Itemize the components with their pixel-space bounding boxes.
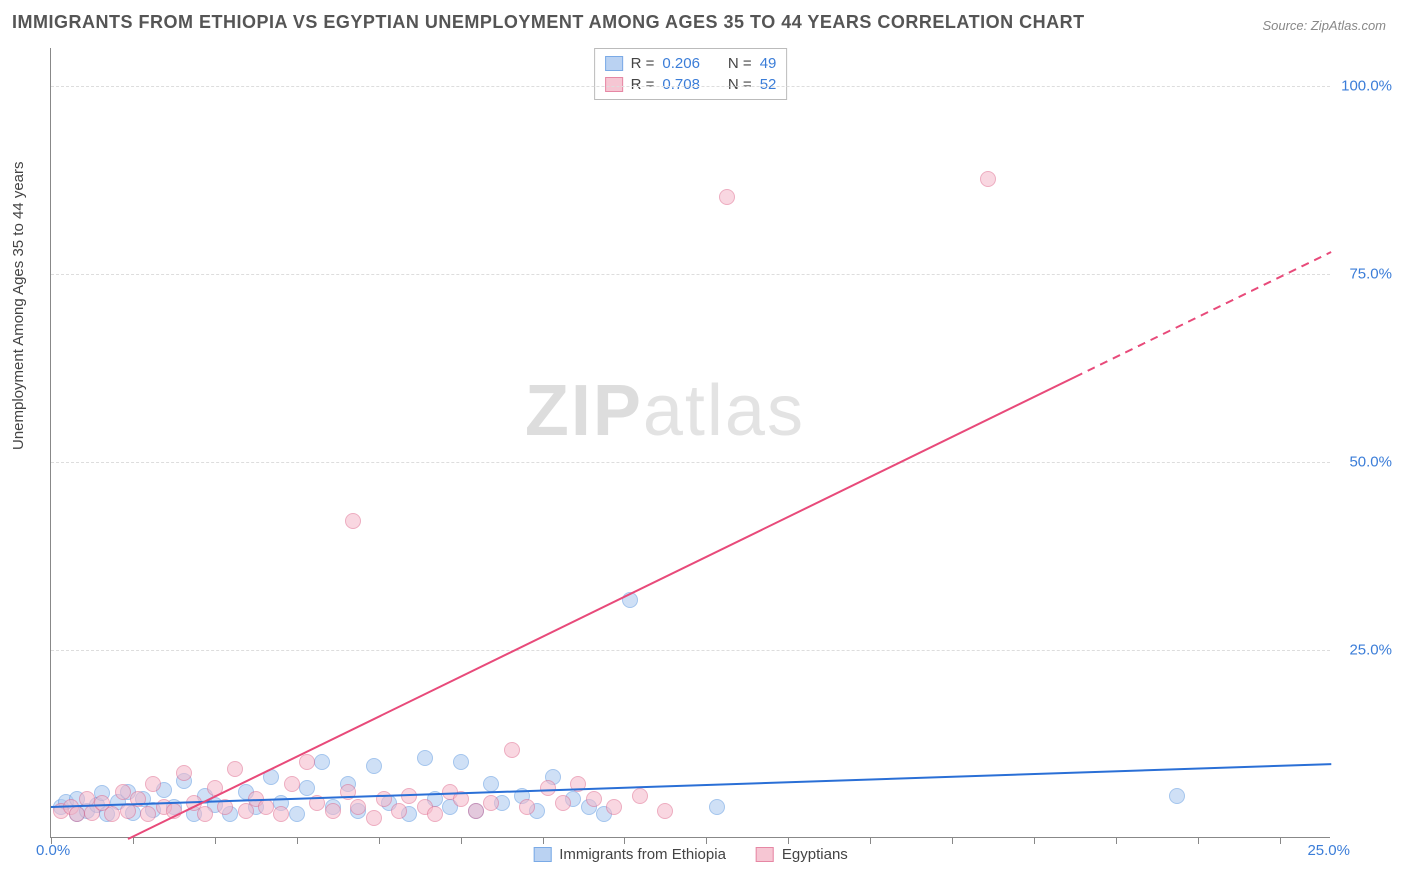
legend-stats-box: R = 0.206 N = 49 R = 0.708 N = 52 (594, 48, 788, 100)
x-tick (461, 837, 462, 844)
x-tick (297, 837, 298, 844)
data-point (366, 758, 382, 774)
n-value: 49 (760, 55, 777, 72)
r-value: 0.206 (662, 55, 700, 72)
x-tick (788, 837, 789, 844)
gridline-h (51, 650, 1330, 651)
data-point (709, 799, 725, 815)
legend-swatch (605, 56, 623, 71)
data-point (417, 750, 433, 766)
legend-label: Immigrants from Ethiopia (559, 846, 726, 863)
x-tick (133, 837, 134, 844)
data-point (1169, 788, 1185, 804)
data-point (227, 761, 243, 777)
x-axis-max-label: 25.0% (1307, 842, 1350, 859)
x-tick (1116, 837, 1117, 844)
legend-stats-row: R = 0.206 N = 49 (605, 53, 777, 74)
x-tick (1198, 837, 1199, 844)
data-point (483, 776, 499, 792)
data-point (325, 803, 341, 819)
y-tick-label: 75.0% (1349, 265, 1392, 282)
y-tick-label: 100.0% (1341, 77, 1392, 94)
gridline-h (51, 86, 1330, 87)
x-tick (379, 837, 380, 844)
y-axis-label: Unemployment Among Ages 35 to 44 years (10, 161, 27, 450)
x-tick (543, 837, 544, 844)
data-point (289, 806, 305, 822)
watermark-bold: ZIP (525, 371, 643, 451)
watermark-thin: atlas (643, 371, 805, 451)
x-tick (1034, 837, 1035, 844)
data-point (284, 776, 300, 792)
watermark: ZIPatlas (525, 370, 805, 452)
data-point (632, 788, 648, 804)
data-point (980, 171, 996, 187)
trend-line (1075, 251, 1332, 378)
r-label: R = (631, 55, 655, 72)
legend-swatch (533, 847, 551, 862)
data-point (145, 776, 161, 792)
gridline-h (51, 274, 1330, 275)
x-tick (706, 837, 707, 844)
x-axis-origin-label: 0.0% (36, 842, 70, 859)
data-point (104, 806, 120, 822)
legend-label: Egyptians (782, 846, 848, 863)
data-point (719, 189, 735, 205)
y-tick-label: 50.0% (1349, 453, 1392, 470)
data-point (606, 799, 622, 815)
legend-item: Immigrants from Ethiopia (533, 846, 726, 863)
data-point (483, 795, 499, 811)
x-tick (51, 837, 52, 844)
r-value: 0.708 (662, 76, 700, 93)
data-point (273, 806, 289, 822)
chart-title: IMMIGRANTS FROM ETHIOPIA VS EGYPTIAN UNE… (12, 12, 1085, 33)
gridline-h (51, 462, 1330, 463)
data-point (140, 806, 156, 822)
x-tick (952, 837, 953, 844)
data-point (299, 780, 315, 796)
x-tick (624, 837, 625, 844)
legend-item: Egyptians (756, 846, 848, 863)
data-point (350, 799, 366, 815)
data-point (345, 513, 361, 529)
legend-stats-row: R = 0.708 N = 52 (605, 74, 777, 95)
source-attribution: Source: ZipAtlas.com (1262, 18, 1386, 33)
plot-area: ZIPatlas R =0.206N =49R =0.708N =52 0.0%… (50, 48, 1330, 838)
legend-swatch (605, 77, 623, 92)
x-tick (1280, 837, 1281, 844)
data-point (69, 806, 85, 822)
x-tick (870, 837, 871, 844)
data-point (453, 754, 469, 770)
data-point (366, 810, 382, 826)
data-point (427, 806, 443, 822)
data-point (314, 754, 330, 770)
data-point (657, 803, 673, 819)
data-point (555, 795, 571, 811)
legend-swatch (756, 847, 774, 862)
data-point (299, 754, 315, 770)
data-point (391, 803, 407, 819)
trend-line (128, 376, 1076, 840)
n-label: N = (728, 55, 752, 72)
data-point (519, 799, 535, 815)
data-point (176, 765, 192, 781)
data-point (468, 803, 484, 819)
y-tick-label: 25.0% (1349, 641, 1392, 658)
n-label: N = (728, 76, 752, 93)
data-point (115, 784, 131, 800)
data-point (197, 806, 213, 822)
data-point (504, 742, 520, 758)
x-tick (215, 837, 216, 844)
n-value: 52 (760, 76, 777, 93)
r-label: R = (631, 76, 655, 93)
legend-bottom: Immigrants from Ethiopia Egyptians (533, 846, 848, 863)
data-point (586, 791, 602, 807)
data-point (540, 780, 556, 796)
